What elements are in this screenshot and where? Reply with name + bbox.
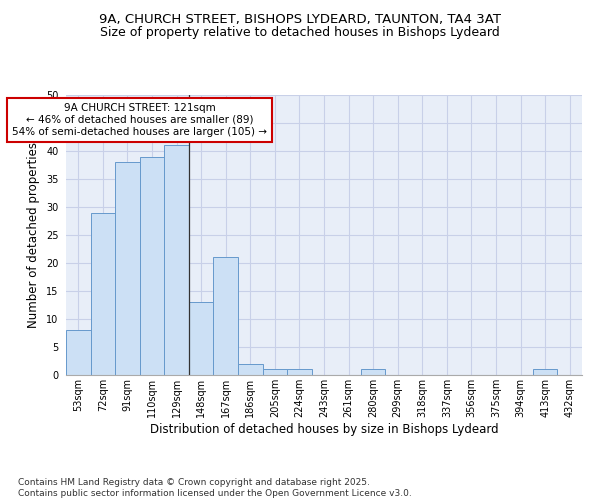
X-axis label: Distribution of detached houses by size in Bishops Lydeard: Distribution of detached houses by size … <box>149 422 499 436</box>
Bar <box>214 258 238 375</box>
Text: Size of property relative to detached houses in Bishops Lydeard: Size of property relative to detached ho… <box>100 26 500 39</box>
Bar <box>140 156 164 375</box>
Bar <box>238 364 263 375</box>
Text: 9A CHURCH STREET: 121sqm
← 46% of detached houses are smaller (89)
54% of semi-d: 9A CHURCH STREET: 121sqm ← 46% of detach… <box>12 104 267 136</box>
Bar <box>189 302 214 375</box>
Bar <box>361 370 385 375</box>
Bar <box>533 370 557 375</box>
Bar <box>91 212 115 375</box>
Bar <box>263 370 287 375</box>
Text: 9A, CHURCH STREET, BISHOPS LYDEARD, TAUNTON, TA4 3AT: 9A, CHURCH STREET, BISHOPS LYDEARD, TAUN… <box>99 12 501 26</box>
Bar <box>115 162 140 375</box>
Text: Contains HM Land Registry data © Crown copyright and database right 2025.
Contai: Contains HM Land Registry data © Crown c… <box>18 478 412 498</box>
Bar <box>287 370 312 375</box>
Y-axis label: Number of detached properties: Number of detached properties <box>28 142 40 328</box>
Bar <box>164 146 189 375</box>
Bar <box>66 330 91 375</box>
